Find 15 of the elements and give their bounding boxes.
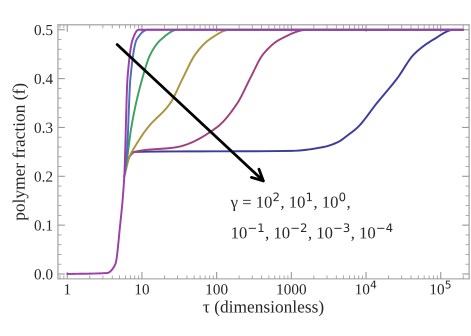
x-tick-label: 1000 [277,284,306,294]
x-tick-label: 10 [136,284,150,294]
y-tick-label: 0.0 [34,269,52,280]
x-tick-label: 10$^{5}$ [430,280,451,294]
y-tick-label: 0.5 [34,24,52,36]
y-tick-label: 0.1 [34,220,52,231]
y-axis-title: polymer fraction (f) [12,84,28,221]
text: γ = 10$^{2}$, 10$^{1}$, 10$^{0}$, 10$^{−1}$, 10$^{−2}$, 10$^{−3}$, 10$^{−4}$ [230,192,392,241]
y-tick-label: 0.3 [34,122,52,133]
x-tick-label: 1 [64,284,70,294]
y-tick-label: 0.4 [34,74,53,84]
x-tick-label: 100 [206,284,228,294]
y-tick-label: 0.2 [34,171,52,182]
x-axis-title: τ (dimensionless) [203,300,324,316]
x-tick-label: 10$^{4}$ [356,280,376,294]
